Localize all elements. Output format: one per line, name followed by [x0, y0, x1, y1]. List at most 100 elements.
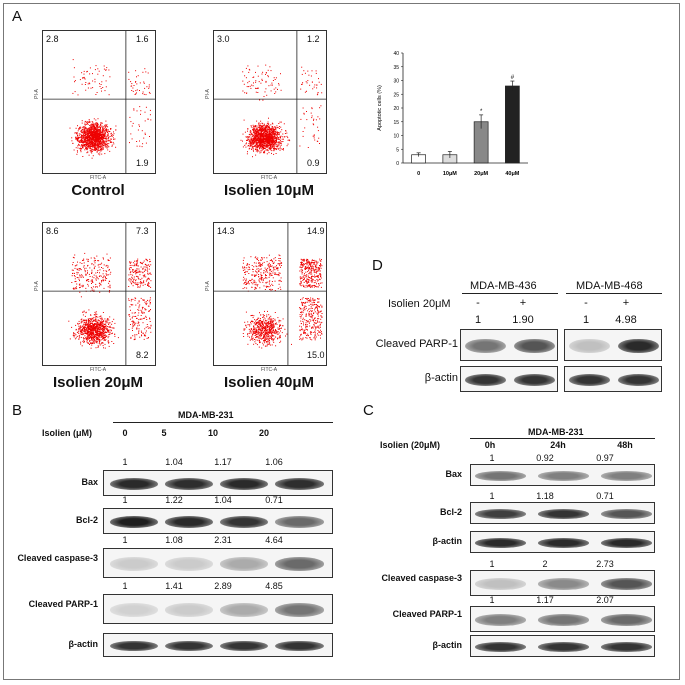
blot-row-label: Bcl-2 — [439, 507, 462, 517]
y-axis-label: PI-A — [33, 89, 40, 99]
blot-row-label: β-actin — [432, 536, 463, 546]
blot-strip — [103, 470, 333, 496]
quant-value: 1.04 — [214, 495, 232, 505]
y-tick-label: 5 — [396, 147, 399, 153]
band — [474, 538, 527, 548]
blot-strip — [470, 570, 655, 596]
quant-value: 1.06 — [265, 457, 283, 467]
band — [109, 640, 159, 652]
quant-value: 0.71 — [596, 491, 614, 501]
flow-plot-3 — [42, 222, 156, 366]
band — [537, 509, 590, 519]
blot-row-label: Cleaved caspase-3 — [381, 573, 462, 583]
band — [600, 471, 653, 481]
band — [617, 374, 660, 386]
quant-value: 4.85 — [265, 581, 283, 591]
band — [275, 557, 324, 571]
blot-strip — [103, 633, 333, 657]
band — [275, 516, 324, 528]
blot-strip — [564, 366, 662, 392]
sign-label: + — [622, 297, 630, 309]
quant-value: 2.89 — [214, 581, 232, 591]
panel-letter-d: D — [372, 257, 383, 274]
quant-value: 2.31 — [214, 535, 232, 545]
quadrant-ur-value: 1.2 — [307, 34, 320, 44]
quant-value: 4.64 — [265, 535, 283, 545]
blot-strip — [470, 502, 655, 524]
sign-label: - — [584, 297, 588, 309]
band — [220, 516, 269, 528]
quant-value: 1 — [474, 314, 482, 326]
band — [220, 603, 269, 617]
band — [474, 642, 527, 652]
x-axis-label: FITC-A — [90, 175, 107, 181]
dose-label: 20 — [258, 428, 269, 438]
quant-value: 1 — [122, 581, 128, 591]
significance-marker: # — [511, 75, 515, 81]
blot-row-label: Bax — [445, 469, 462, 479]
band — [220, 640, 269, 652]
quadrant-ur-value: 1.6 — [136, 34, 149, 44]
x-axis-label: FITC-A — [261, 175, 278, 181]
bar-3 — [505, 85, 520, 164]
band — [109, 557, 159, 571]
y-tick-label: 0 — [396, 161, 399, 167]
quant-value: 1 — [489, 453, 495, 463]
quadrant-ul-value: 2.8 — [46, 34, 59, 44]
y-axis-label: Apoptotic cells (%) — [377, 85, 383, 131]
flow-caption: Isolien 10μM — [223, 182, 315, 199]
y-tick-label: 35 — [393, 65, 399, 71]
blot-row-label: Bcl-2 — [75, 515, 98, 525]
band — [568, 338, 611, 354]
band — [513, 374, 556, 386]
quant-value: 1 — [489, 595, 495, 605]
flow-caption: Control — [71, 182, 125, 199]
blot-row-label: β-actin — [424, 372, 458, 384]
band — [474, 471, 527, 481]
quadrant-ul-value: 8.6 — [46, 226, 59, 236]
cell-line-underline — [462, 293, 558, 294]
x-tick-label: 20μM — [474, 171, 488, 177]
flow-plot-4 — [213, 222, 327, 366]
quant-value: 1 — [122, 495, 128, 505]
quant-value: 1.41 — [165, 581, 183, 591]
band — [600, 614, 653, 626]
band — [600, 538, 653, 548]
quadrant-lr-value: 1.9 — [136, 158, 149, 168]
panel-letter-a: A — [12, 8, 23, 25]
blot-row-label: β-actin — [432, 640, 463, 650]
quadrant-ur-value: 7.3 — [136, 226, 149, 236]
band — [164, 478, 214, 490]
quadrant-ur-value: 14.9 — [307, 226, 325, 236]
quant-value: 1.17 — [214, 457, 232, 467]
blot-strip — [470, 635, 655, 657]
y-tick-label: 10 — [393, 134, 399, 140]
panel-letter-b: B — [12, 402, 23, 419]
time-label: 48h — [617, 440, 633, 450]
band — [537, 614, 590, 626]
flow-plot-2 — [213, 30, 327, 174]
quadrant-lr-value: 8.2 — [136, 350, 149, 360]
band — [275, 603, 324, 617]
band — [617, 338, 660, 354]
quant-value: 2.73 — [596, 559, 614, 569]
x-tick-label: 0 — [417, 171, 420, 177]
sign-label: + — [519, 297, 527, 309]
quant-value: 1.18 — [536, 491, 554, 501]
blot-row-label: Bax — [81, 477, 98, 487]
quadrant-ul-value: 14.3 — [217, 226, 235, 236]
band — [537, 642, 590, 652]
band — [109, 603, 159, 617]
time-label: 24h — [550, 440, 566, 450]
cell-line-underline — [470, 438, 655, 439]
blot-strip — [103, 548, 333, 578]
quant-value: 1.90 — [512, 314, 534, 326]
panel-letter-c: C — [363, 402, 374, 419]
quant-value: 0.92 — [536, 453, 554, 463]
cell-line-underline — [113, 422, 333, 423]
y-axis-label: PI-A — [204, 89, 211, 99]
band — [220, 478, 269, 490]
band — [600, 578, 653, 590]
quadrant-lr-value: 15.0 — [307, 350, 325, 360]
treatment-label: Isolien (μM) — [42, 428, 93, 438]
